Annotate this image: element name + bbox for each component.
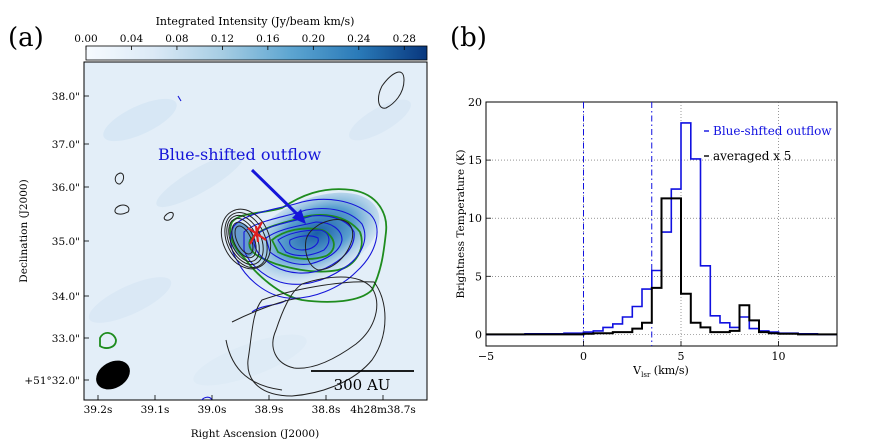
beam-ellipse: [96, 360, 130, 390]
panel-a-label: (a): [8, 23, 44, 53]
map-x-tick-label: 39.1s: [141, 404, 170, 416]
colorbar-tick-label: 0.08: [165, 33, 188, 45]
colorbar-tick-label: 0.20: [302, 33, 325, 45]
colorbar-tick-label: 0.12: [211, 33, 234, 45]
y-tick-label: 10: [468, 212, 482, 225]
map-y-tick-label: 38.0": [52, 91, 80, 103]
blue-contours: [177, 95, 378, 400]
y-tick-label: 20: [468, 96, 482, 109]
x-tick-label: −5: [478, 350, 494, 363]
map-y-tick-label: 33.0": [52, 333, 80, 345]
spectrum-legend: Blue-shfted outflow averaged x 5: [704, 124, 832, 163]
map-axis-ticks: 39.2s 39.1s 39.0s 38.9s 38.8s 4h28m38.7s +51°3…: [24, 91, 415, 416]
y-tick-label: 5: [475, 270, 482, 283]
emission-core: [244, 192, 380, 288]
map-x-tick-label: 38.8s: [312, 404, 341, 416]
colorbar-tick-label: 0.04: [120, 33, 144, 45]
panel-b-label: (b): [450, 23, 487, 53]
y-tick-label: 15: [468, 154, 482, 167]
spectrum-axis-ticks: −5 0 5 10 0 5 10 15 20: [468, 96, 786, 363]
colorbar-tick-label: 0.16: [256, 33, 280, 45]
x-tick-label: 10: [772, 350, 786, 363]
spectrum-chart: −5 0 5 10 0 5 10 15 20 Vlsr (km/s) Brightness Te…: [455, 96, 838, 379]
map-y-tick-label: 36.0": [52, 182, 80, 194]
map-x-tick-label: 4h28m38.7s: [350, 404, 416, 416]
map-y-tick-label: 37.0": [52, 139, 80, 151]
colorbar-label: Integrated Intensity (Jy/beam km/s): [156, 15, 355, 28]
intensity-map: Blue-shifted outflow 300 AU 39.2s 39.1s 39…: [18, 61, 428, 440]
spectrum-y-axis-label: Brightness Temperature (K): [455, 149, 467, 298]
spectrum-series: [486, 122, 837, 336]
colorbar-tick-label: 0.28: [393, 33, 416, 45]
x-tick-label: 0: [580, 350, 587, 363]
outflow-annotation: Blue-shifted outflow: [158, 145, 322, 164]
map-x-tick-label: 38.9s: [255, 404, 284, 416]
legend-label-blue: Blue-shfted outflow: [713, 124, 832, 138]
spectrum-x-axis-label: Vlsr (km/s): [632, 364, 689, 379]
black-contours: [114, 71, 405, 397]
map-x-tick-label: 39.0s: [198, 404, 227, 416]
protostar-marker: [247, 221, 267, 245]
series-line-averaged: [486, 197, 837, 336]
map-y-tick-label: +51°32.0": [24, 375, 80, 387]
series-line-blue-outflow: [486, 122, 837, 336]
colorbar-tick-label: 0.00: [74, 33, 97, 45]
x-tick-label: 5: [678, 350, 685, 363]
colorbar-tick-label: 0.24: [347, 33, 371, 45]
y-tick-label: 0: [475, 328, 482, 341]
colorbar-gradient: [85, 45, 428, 61]
map-y-axis-label: Declination (J2000): [18, 179, 30, 282]
map-x-tick-label: 39.2s: [84, 404, 113, 416]
colorbar: Integrated Intensity (Jy/beam km/s) 0.00…: [74, 15, 428, 61]
legend-label-black: averaged x 5: [713, 149, 791, 163]
scalebar-label: 300 AU: [334, 376, 391, 394]
map-x-axis-label: Right Ascension (J2000): [191, 428, 319, 440]
map-y-tick-label: 34.0": [52, 291, 80, 303]
annotation-arrow: [250, 168, 306, 224]
map-y-tick-label: 35.0": [52, 236, 80, 248]
